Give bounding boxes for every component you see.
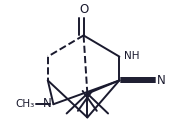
Text: CH₃: CH₃ <box>15 98 35 109</box>
Text: N: N <box>157 74 166 87</box>
Text: O: O <box>79 3 88 16</box>
Text: N: N <box>43 97 52 110</box>
Text: NH: NH <box>124 51 140 61</box>
